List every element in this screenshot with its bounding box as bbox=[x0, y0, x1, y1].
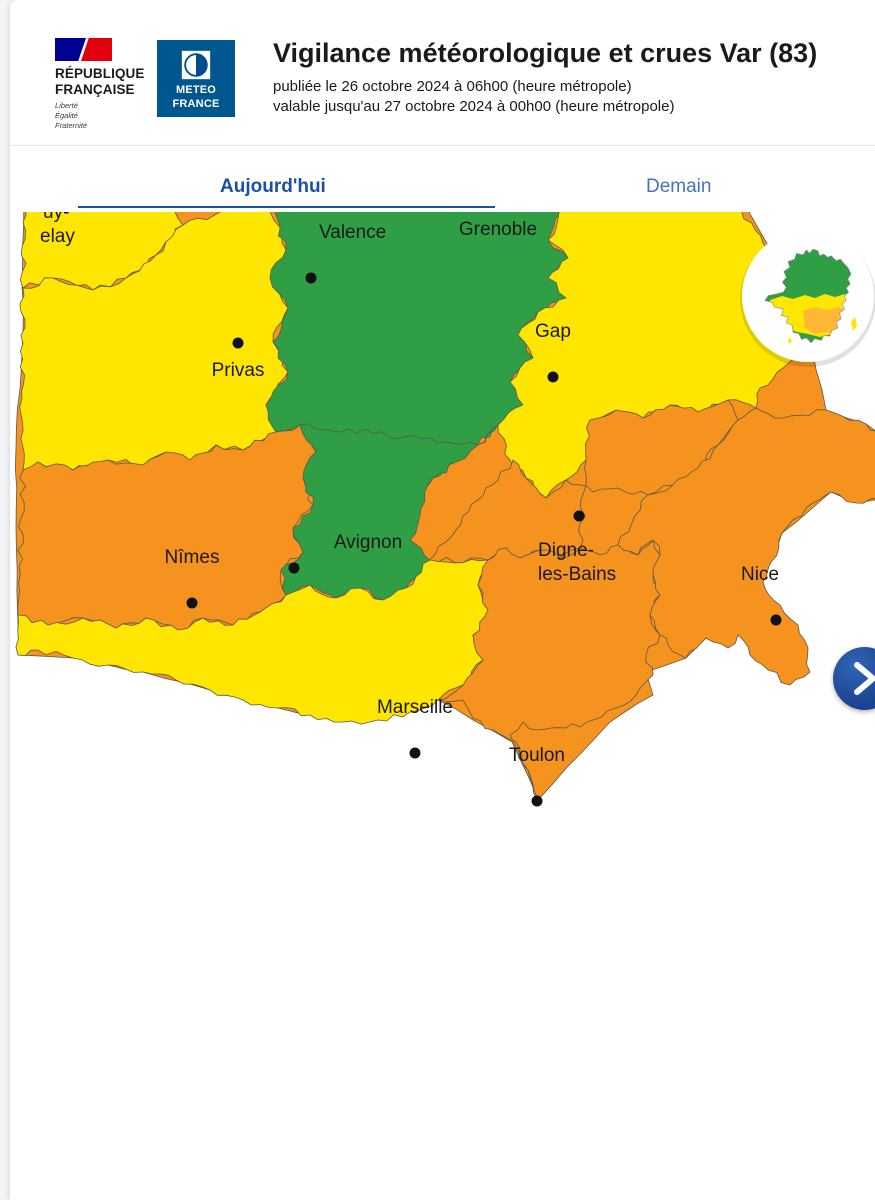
svg-text:Nice: Nice bbox=[741, 564, 779, 585]
svg-text:Valence: Valence bbox=[319, 222, 386, 243]
svg-text:elay: elay bbox=[40, 226, 75, 247]
svg-text:uy-: uy- bbox=[43, 212, 69, 223]
svg-text:Privas: Privas bbox=[212, 360, 265, 381]
svg-text:Digne-: Digne- bbox=[538, 540, 594, 561]
svg-text:Toulon: Toulon bbox=[509, 745, 565, 766]
svg-text:Gap: Gap bbox=[535, 321, 571, 342]
svg-text:Grenoble: Grenoble bbox=[459, 219, 537, 240]
svg-text:Avignon: Avignon bbox=[334, 532, 402, 553]
svg-text:les-Bains: les-Bains bbox=[538, 564, 616, 585]
svg-text:Nîmes: Nîmes bbox=[165, 547, 220, 568]
svg-text:Marseille: Marseille bbox=[377, 697, 453, 718]
